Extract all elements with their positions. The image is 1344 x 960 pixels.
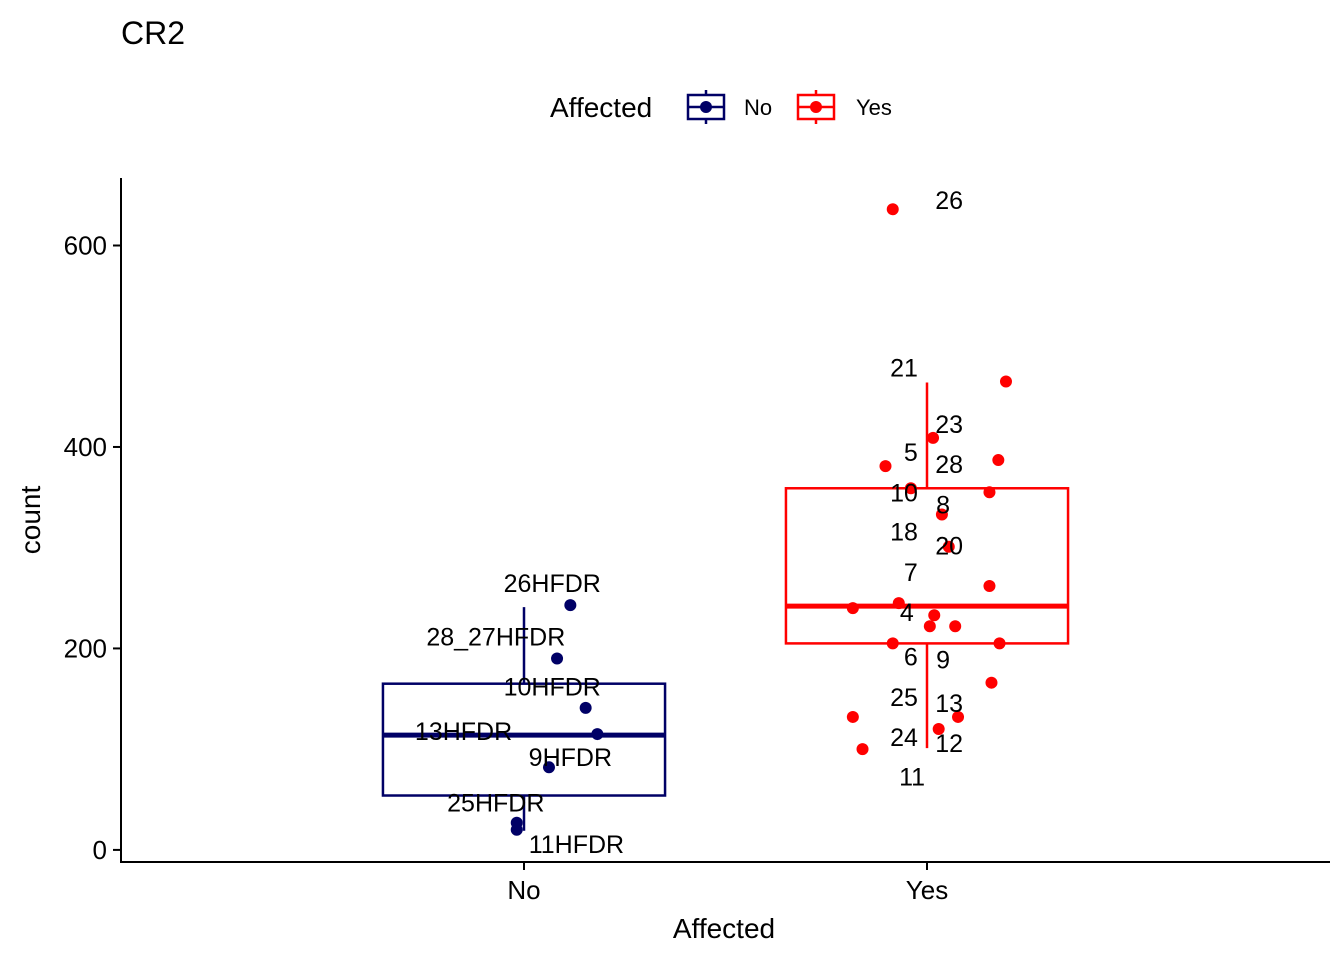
point-label: 4 xyxy=(900,599,914,627)
point-label: 5 xyxy=(904,439,918,467)
x-ticks: No Yes xyxy=(507,862,948,905)
legend: Affected No Yes xyxy=(550,90,892,124)
y-tick-label: 600 xyxy=(64,230,107,260)
box-iqr xyxy=(784,487,1070,645)
data-point xyxy=(510,823,523,836)
data-point xyxy=(856,743,869,756)
data-point xyxy=(564,599,577,612)
point-label: 11 xyxy=(899,763,925,791)
point-label: 7 xyxy=(904,559,918,587)
data-point xyxy=(942,540,955,553)
legend-key-no xyxy=(686,90,726,124)
point-label: 28 xyxy=(935,451,963,479)
point-label: 9HFDR xyxy=(529,744,612,772)
data-point xyxy=(892,597,905,610)
y-tick-label: 200 xyxy=(64,633,107,663)
data-point xyxy=(952,710,965,723)
chart-title: CR2 xyxy=(121,15,185,51)
box-iqr xyxy=(381,682,667,797)
x-tick-label: No xyxy=(507,875,540,905)
data-point xyxy=(993,637,1006,650)
point-label: 8 xyxy=(936,491,950,519)
point-labels-layer: 26HFDR 28_27HFDR 10HFDR 13HFDR 9HFDR 25HFDR 11… xyxy=(415,187,963,859)
y-tick-label: 0 xyxy=(93,835,107,865)
point-label: 6 xyxy=(904,643,918,671)
legend-dot xyxy=(810,101,822,113)
data-point xyxy=(932,723,945,736)
data-point xyxy=(551,652,564,665)
point-label: 23 xyxy=(935,411,963,439)
point-label: 25HFDR xyxy=(447,790,544,818)
data-point xyxy=(886,203,899,216)
box-no xyxy=(381,607,667,831)
point-label: 9 xyxy=(936,647,950,675)
point-label: 28_27HFDR xyxy=(426,623,565,651)
data-point xyxy=(992,454,1005,467)
x-axis-title: Affected xyxy=(673,913,775,944)
data-point xyxy=(999,375,1012,388)
y-tick-label: 400 xyxy=(64,432,107,462)
data-point xyxy=(983,486,996,499)
point-label: 13HFDR xyxy=(415,718,512,746)
point-label: 21 xyxy=(890,354,918,382)
legend-dot xyxy=(700,101,712,113)
data-point xyxy=(542,761,555,774)
point-label: 18 xyxy=(890,519,918,547)
point-label: 10HFDR xyxy=(504,674,601,702)
legend-label-no: No xyxy=(744,95,772,120)
data-point xyxy=(591,728,604,741)
points-layer xyxy=(510,203,1012,836)
box-yes xyxy=(784,382,1070,749)
data-point xyxy=(927,431,940,444)
point-label: 12 xyxy=(935,730,963,758)
point-label: 11HFDR xyxy=(529,831,624,859)
boxes-layer xyxy=(381,382,1070,831)
point-label: 24 xyxy=(890,724,918,752)
legend-title: Affected xyxy=(550,92,652,123)
x-tick-label: Yes xyxy=(906,875,948,905)
point-label: 25 xyxy=(890,684,918,712)
legend-key-yes xyxy=(796,90,836,124)
data-point xyxy=(985,676,998,689)
axes: 0 200 400 600 No Yes xyxy=(64,178,1330,905)
point-label: 26 xyxy=(935,187,963,215)
data-point xyxy=(846,710,859,723)
data-point xyxy=(579,701,592,714)
data-point xyxy=(923,620,936,633)
point-label: 20 xyxy=(935,533,963,561)
data-point xyxy=(935,508,948,521)
legend-label-yes: Yes xyxy=(856,95,892,120)
data-point xyxy=(879,460,892,473)
point-label: 26HFDR xyxy=(504,570,601,598)
point-label: 10 xyxy=(890,479,918,507)
data-point xyxy=(904,482,917,495)
data-point xyxy=(886,637,899,650)
point-label: 13 xyxy=(935,690,963,718)
data-point xyxy=(928,609,941,622)
y-ticks: 0 200 400 600 xyxy=(64,230,121,865)
data-point xyxy=(949,620,962,633)
data-point xyxy=(846,602,859,615)
data-point xyxy=(983,579,996,592)
y-axis-title: count xyxy=(15,486,46,555)
